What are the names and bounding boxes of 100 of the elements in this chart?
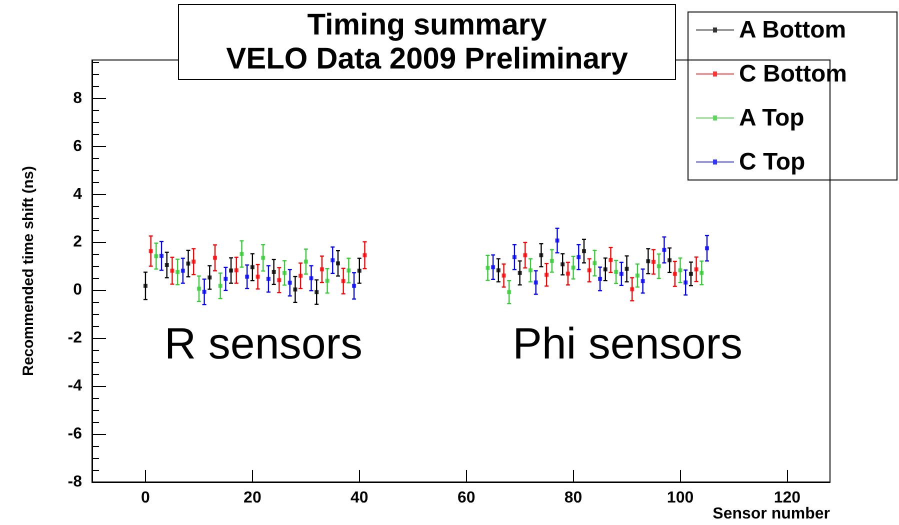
y-tick-label: -2 [68,330,82,347]
x-tick-label: 120 [774,490,801,506]
y-tick-label: -4 [68,378,82,395]
point [700,270,704,275]
point [534,280,538,285]
annotation: Phi sensors [512,319,742,368]
point [250,265,254,270]
x-tick-label: 60 [457,490,476,506]
y-tick-label: 0 [73,282,82,299]
chart-title: Timing summary [307,8,548,42]
point [362,253,367,258]
y-tick-label: 2 [73,234,82,251]
point [528,268,533,272]
point [266,276,270,281]
point [346,268,351,273]
point [560,262,565,266]
point [678,268,682,272]
point [550,258,554,263]
point [603,267,608,272]
point [224,276,228,281]
point [688,272,693,276]
point [640,279,645,284]
point [635,274,640,278]
point [261,256,266,260]
point [668,258,672,262]
y-tick-label: 4 [73,186,82,203]
point [341,279,346,284]
point [608,258,613,262]
point [523,253,528,258]
legend-label: A Top [739,104,804,132]
point [164,263,169,268]
point [143,284,148,288]
point [539,253,544,258]
point [571,266,576,270]
point [245,274,250,279]
point [630,287,634,292]
point [357,268,362,273]
annotation: R sensors [164,319,362,368]
x-tick-label: 100 [666,490,694,506]
chart-subtitle: VELO Data 2009 Preliminary [226,42,628,76]
point [192,260,196,264]
point [336,261,340,266]
point [186,262,190,266]
point [277,278,282,282]
x-tick-label: 40 [350,490,368,506]
point [507,290,512,294]
point [176,270,180,274]
point [304,260,308,264]
point [208,275,212,280]
point [555,238,560,243]
point [582,249,586,254]
point [314,290,319,294]
point [202,290,206,294]
point [566,272,570,276]
point [180,268,185,273]
x-tick-label: 80 [564,490,582,506]
point [352,284,356,288]
point [576,255,581,260]
point [518,270,522,275]
point [293,287,298,292]
y-tick-label: -8 [68,474,82,490]
point [592,261,597,266]
point [154,254,158,258]
point [282,270,287,275]
point [288,280,292,285]
point [672,272,677,276]
point [624,266,629,271]
point [496,268,500,272]
point [646,259,650,264]
point [148,249,153,254]
point [705,246,709,250]
point [330,258,335,262]
legend-label: C Top [739,148,806,176]
y-tick-label: 6 [73,138,82,155]
point [320,267,324,272]
point [614,270,618,274]
point [619,272,624,276]
point [298,274,303,278]
point [272,270,276,274]
point [229,268,234,273]
point [213,256,217,260]
point [486,266,490,270]
point [684,280,688,285]
point [694,267,698,272]
x-axis-title: Sensor number [712,506,830,522]
point [544,272,549,277]
point [170,268,174,273]
legend-label: A Bottom [739,16,846,44]
point [240,252,244,256]
point [234,268,238,272]
point [325,278,330,283]
y-axis-title: Recommended time shift (ns) [20,166,37,376]
point [656,264,661,268]
point [512,255,516,260]
point [256,274,260,279]
point [652,260,656,264]
point [502,274,506,278]
point [160,254,164,258]
point [309,276,314,280]
point [587,268,592,272]
